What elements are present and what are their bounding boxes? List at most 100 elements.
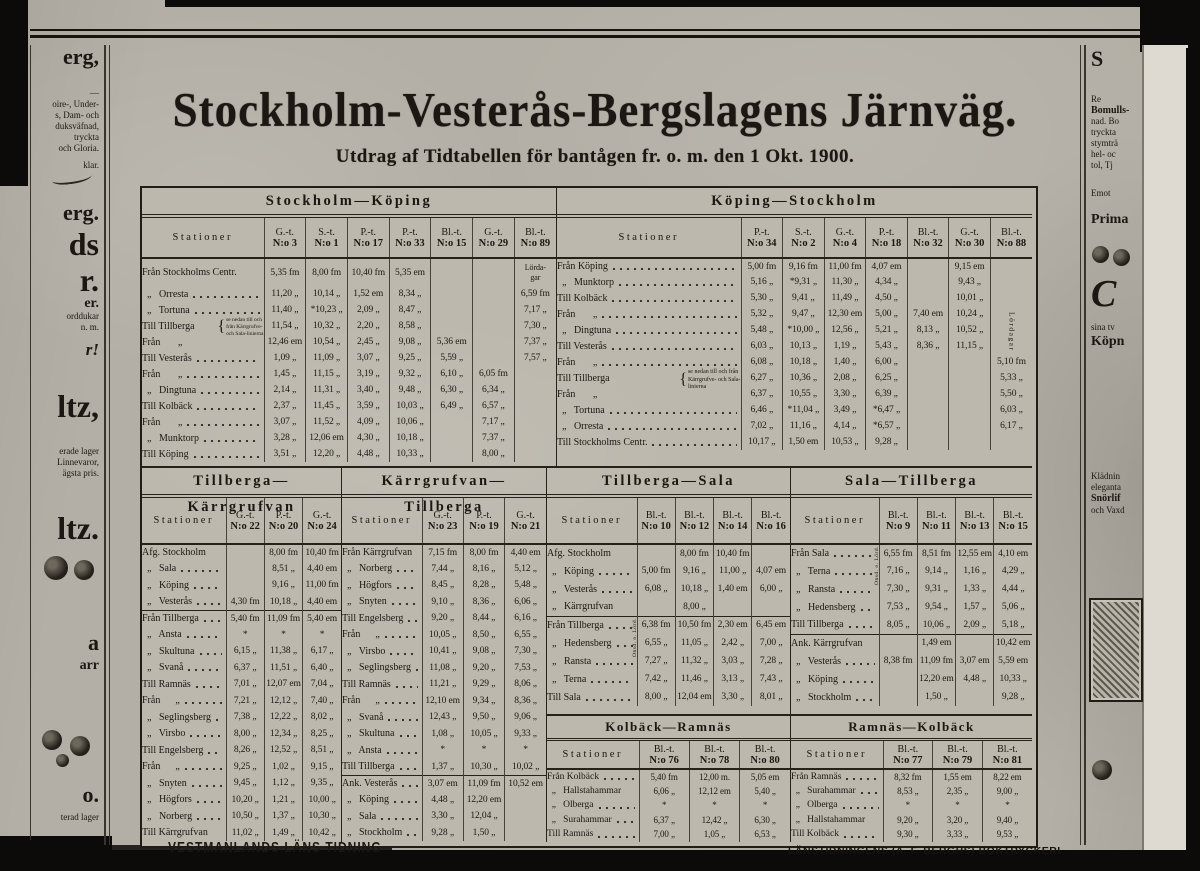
table-title: Ramnäs—Kolbäck [791, 716, 1032, 741]
train-column-header: Bl.-t. N:o 79 [932, 741, 983, 770]
time-cell: 6,10 „ [430, 366, 473, 382]
time-cell: 11,21 „ [421, 676, 464, 693]
scan-black-bar-right [1186, 48, 1200, 871]
station-cell: „ Kärrgrufvan [547, 598, 637, 616]
header-row: Stationer Bl.-t. N:o 76 Bl.-t. N:o 78 Bl.-t. N… [547, 741, 790, 770]
dot-leader [202, 619, 222, 624]
station-cell: „ Surahammar [791, 784, 883, 799]
table-row: Från „ 5,32 „ 9,47 „ 12,30 em 5,00 „ 7,40 em 1… [557, 306, 1032, 322]
dot-leader [383, 701, 418, 707]
station-label: Från „ [342, 695, 380, 707]
station-label-wrap: Från „ [142, 417, 264, 428]
dot-leader [392, 800, 418, 806]
table-row: „ Virsbo 10,41 „ 9,08 „ 7,30 „ [342, 643, 546, 660]
station-cell: Till Tillberga [342, 759, 422, 776]
time-cell: * [462, 742, 505, 759]
table-row: Från „ 6,37 „ 10,55 „ 3,30 „ 6,39 „ 5,50 „ [557, 386, 1032, 402]
time-cell [472, 302, 515, 318]
table-row: Till Engelsberg 9,20 „ 8,44 „ 6,16 „ [342, 610, 546, 627]
station-label: Ank. Kärrgrufvan [791, 637, 863, 649]
table-row: Från Köping 5,00 fm 9,16 fm 11,00 fm 4,07 em… [557, 258, 1032, 274]
time-cell: *10,00 „ [782, 322, 825, 338]
station-cell: „ Seglingsberg [142, 709, 226, 726]
station-label: „ Virsbo [142, 728, 186, 740]
table-row: Ank. Kärrgrufvan 1,49 em 10,42 em [791, 633, 1032, 652]
train-number: N:o 16 [756, 520, 786, 532]
train-column-header: Bl.-t. N:o 32 [906, 218, 949, 259]
time-cell: 3,07 „ [346, 350, 390, 366]
train-type: G.-t. [312, 509, 332, 521]
header-row: Stationer P.-t. N:o 34 S.-t. N:o 2 G.-t. N:o 4… [557, 218, 1032, 259]
time-cell: 8,00 „ [225, 725, 265, 742]
time-cell: 11,40 „ [263, 302, 306, 318]
time-cell: 1,37 „ [421, 758, 464, 775]
margin-text-fragment: arr [79, 658, 99, 673]
station-label: „ Hallstahammar [547, 785, 622, 796]
table-row: Till Ramnäs 7,00 „ 1,05 „ 6,53 „ [547, 827, 790, 842]
station-label-wrap: „ Tortuna [557, 405, 741, 416]
station-label-wrap: „ Svanå [142, 662, 226, 674]
table-row: „ Hallstahammar 6,06 „ 12,12 em 5,40 „ [547, 783, 790, 798]
station-label: Till Tillberga [557, 372, 610, 384]
train-type: P.-t. [402, 226, 418, 238]
train-type: G.-t. [433, 509, 452, 521]
train-column-header: Bl.-t. N:o 78 [688, 741, 740, 770]
time-cell: 4,48 „ [421, 791, 464, 808]
station-label: Till Tillberga [791, 619, 844, 631]
time-cell: 6,17 „ [989, 418, 1032, 434]
header-row: Stationer G.-t. N:o 22 P.-t. N:o 20 G.-t. N:o … [142, 498, 341, 545]
time-cell: 11,08 „ [421, 659, 464, 676]
ink-blob [56, 754, 69, 767]
dot-leader [200, 390, 260, 396]
dot-leader [387, 717, 418, 723]
time-cell: 2,45 „ [346, 334, 390, 350]
time-cell: 5,12 „ [504, 560, 546, 577]
time-cell: Lördagar [989, 290, 1032, 352]
station-label-wrap: „ Vesterås [142, 596, 226, 607]
dot-leader [198, 651, 222, 657]
time-cell: 3,51 „ [263, 446, 306, 462]
station-cell: „ Vesterås [791, 652, 879, 670]
station-label-wrap: „ Snyten [342, 596, 422, 608]
time-cell: 9,29 „ [462, 676, 505, 693]
station-cell: Från „ [342, 693, 422, 710]
time-cell: 11,20 „ [263, 286, 306, 302]
station-cell: Till Vesterås [142, 350, 264, 366]
table-row: Till Ramnäs 11,21 „ 9,29 „ 8,06 „ [342, 676, 546, 693]
station-label: „ Hedensberg [547, 637, 612, 649]
station-label: Till Ramnäs [547, 829, 594, 840]
time-cell [906, 290, 949, 306]
table-row: „ Tortuna 6,46 „ *11,04 „ 3,49 „ *6,47 „ 6,03… [557, 402, 1032, 418]
station-cell: Ank. Kärrgrufvan [791, 633, 879, 652]
time-cell: 1,50 em [782, 434, 825, 450]
station-cell: Från Stockholms Centr. [142, 258, 264, 286]
time-cell: 12,43 „ [421, 709, 464, 726]
time-cell: 2,08 „ [823, 370, 866, 386]
time-cell: 8,25 „ [302, 725, 341, 742]
time-cell: 9,20 „ [421, 610, 464, 627]
time-cell: 9,08 „ [388, 334, 431, 350]
time-cell [906, 434, 949, 450]
station-cell: „ Skultuna [342, 726, 422, 743]
time-cell: * [688, 798, 740, 813]
page-title: Stockholm-Vesterås-Bergslagens Järnväg. [172, 83, 1018, 137]
table-row: „ Stockholm 9,28 „ 1,50 „ [342, 824, 546, 841]
time-cell [504, 808, 546, 825]
station-label: „ Svanå [142, 662, 184, 674]
time-cell: 7,00 „ [751, 634, 790, 652]
time-cell [954, 688, 994, 706]
station-label: Från Tillberga [142, 613, 199, 624]
station-cell: „ Tortuna [557, 402, 741, 418]
dot-leader [192, 454, 260, 460]
station-cell: „ Norberg [342, 561, 422, 578]
table-row: „ Surahammar 6,37 „ 12,42 „ 6,30 „ [547, 812, 790, 827]
time-cell: 7,04 „ [302, 676, 341, 693]
station-label: Från „ [142, 336, 183, 348]
station-label: „ Norberg [342, 563, 393, 575]
time-cell [636, 544, 676, 562]
time-cell [878, 633, 918, 652]
time-cell: 6,37 „ [740, 386, 783, 402]
train-type: P.-t. [476, 509, 492, 521]
time-cell: 8,06 „ [504, 676, 546, 693]
time-cell: 9,50 „ [462, 709, 505, 726]
